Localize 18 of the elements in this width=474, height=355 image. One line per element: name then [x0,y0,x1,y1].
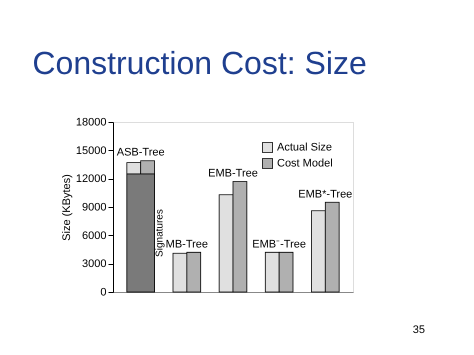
y-tick-label: 0 [100,286,106,298]
x-tick-label: MB-Tree [166,238,208,250]
y-tick-label: 12000 [76,173,106,186]
legend-label: Cost Model [277,158,333,170]
y-tick-label: 15000 [76,144,106,157]
y-tick-label: 9000 [82,202,106,214]
x-tick-label: EMB⁻-Tree [252,238,306,250]
y-tick-label: 18000 [76,116,106,128]
y-axis-title: Size (KBytes) [60,174,73,241]
legend-label: Actual Size [277,142,332,154]
y-tick-label: 3000 [82,258,106,270]
y-tick-label: 6000 [82,230,106,242]
chart-title: Construction Cost: Size [32,45,367,81]
x-tick-label: EMB*-Tree [298,188,352,200]
text: 35 [412,324,425,336]
x-tick-label: ASB-Tree [116,146,165,159]
x-tick-label: EMB-Tree [208,168,258,180]
text: Signatures [154,209,166,257]
